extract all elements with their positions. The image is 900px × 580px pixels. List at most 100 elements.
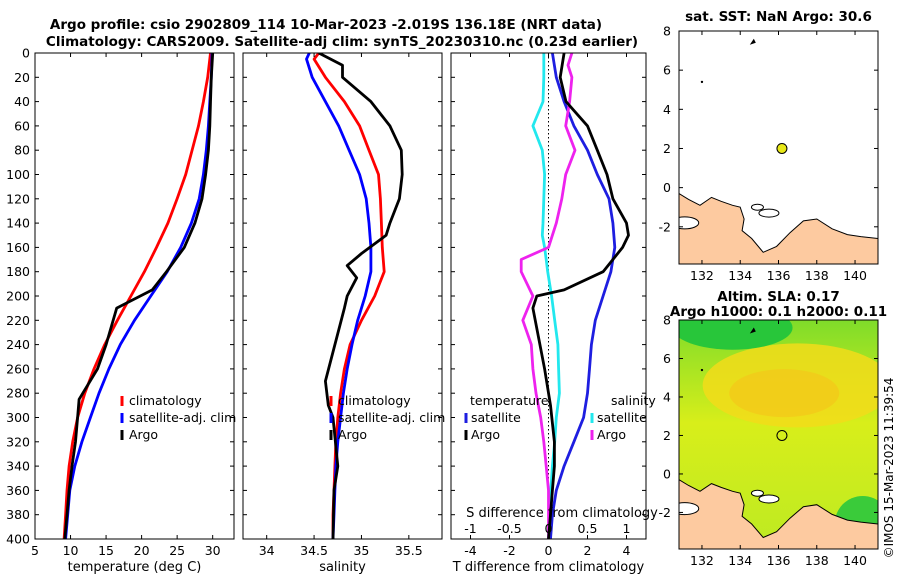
legend-label: satellite-adj. clim [129, 410, 236, 425]
axes-box [34, 52, 235, 540]
map-x-tick-label: 134 [728, 553, 752, 568]
y-tick-label: 300 [6, 410, 30, 425]
axes-box [242, 52, 443, 540]
sla-low-patch [679, 320, 793, 350]
y-tick-label: 200 [6, 289, 30, 304]
land-new-guinea [679, 192, 878, 264]
legend-label: Argo [471, 427, 500, 442]
figure-title-line2: Climatology: CARS2009. Satellite-adj cli… [46, 34, 638, 50]
island-speck [700, 80, 704, 84]
x-tick-label: 2 [584, 543, 592, 558]
legend-label: Argo [338, 427, 367, 442]
series-line-temperature-argo [531, 53, 630, 539]
temperature-panel: 0 20 40 60 80 100 120 140 160 180 200 220 240 260 280 3… [6, 46, 236, 576]
y-tick-label: 100 [6, 167, 30, 182]
x-tick-label: 25 [169, 543, 185, 558]
legend-heading-temperature: temperature [470, 393, 549, 408]
top-x-tick-label: -1 [464, 521, 476, 536]
legend-label: climatology [129, 393, 202, 408]
legend-heading-salinity: salinity [611, 393, 656, 408]
x-tick-label: 20 [134, 543, 150, 558]
legend-label: satellite [597, 410, 647, 425]
y-tick-label: 400 [6, 532, 30, 547]
map-title-line1: Altim. SLA: 0.17 [717, 289, 839, 305]
y-tick-label: 80 [14, 143, 30, 158]
legend-label: climatology [338, 393, 411, 408]
y-tick-label: 340 [6, 459, 30, 474]
map-x-tick-label: 134 [728, 268, 752, 283]
map-y-tick-label: -2 [659, 219, 671, 234]
series-line-climatology [62, 53, 212, 539]
y-tick-label: 160 [6, 240, 30, 255]
series-line-satellite-adj-clim [64, 53, 214, 539]
y-tick-label: 240 [6, 337, 30, 352]
map-y-tick-label: 2 [663, 141, 671, 156]
map-x-tick-label: 132 [690, 268, 714, 283]
y-tick-label: 0 [22, 46, 30, 61]
y-tick-label: 260 [6, 361, 30, 376]
y-tick-label: 60 [14, 118, 30, 133]
top-x-tick-label: 1 [623, 521, 631, 536]
series-line-argo [63, 53, 215, 539]
map-y-tick-label: 2 [663, 428, 671, 443]
legend-label: satellite-adj. clim [338, 410, 445, 425]
map-x-tick-label: 140 [843, 268, 867, 283]
map-x-tick-label: 140 [843, 553, 867, 568]
island-outline [758, 208, 780, 218]
series-group [62, 53, 215, 539]
y-tick-label: 20 [14, 70, 30, 85]
map-y-tick-label: 4 [663, 102, 671, 117]
x-tick-label: 0 [545, 543, 553, 558]
top-x-axis-label: S difference from climatology [466, 506, 658, 521]
map-y-tick-label: 8 [663, 24, 671, 39]
map-y-tick-label: 0 [663, 466, 671, 481]
island-outline [750, 203, 764, 211]
legend-label: Argo [129, 427, 158, 442]
y-tick-label: 380 [6, 507, 30, 522]
top-x-tick-label: 0.5 [578, 521, 598, 536]
y-tick-label: 220 [6, 313, 30, 328]
map-x-tick-label: 138 [805, 268, 829, 283]
map-y-tick-label: 0 [663, 180, 671, 195]
series-group [519, 53, 630, 539]
island-speck [700, 368, 704, 372]
series-line-argo [318, 53, 404, 539]
x-tick-label: 35.5 [395, 543, 423, 558]
series-line-climatology [312, 53, 386, 539]
sla-high-core [729, 369, 840, 418]
top-x-tick-label: -0.5 [497, 521, 521, 536]
series-line-temperature-satellite [549, 53, 617, 539]
x-tick-label: 15 [98, 543, 114, 558]
island-palau [749, 38, 756, 45]
island-palau [749, 327, 756, 334]
map-y-tick-label: 6 [663, 63, 671, 78]
island-outline [750, 489, 764, 497]
series-line-salinity-argo [519, 53, 577, 539]
map-y-tick-label: 4 [663, 389, 671, 404]
salinity-panel: 34 34.5 35 35.5 salinity climatology satellite… [242, 52, 445, 575]
y-tick-label: 180 [6, 264, 30, 279]
map-y-tick-label: -2 [659, 505, 671, 520]
map-x-tick-label: 138 [805, 553, 829, 568]
y-tick-label: 120 [6, 191, 30, 206]
map-x-tick-label: 136 [767, 553, 791, 568]
island-outline [679, 502, 700, 516]
profile-location-marker [776, 142, 788, 154]
y-tick-label: 40 [14, 94, 30, 109]
x-axis-label: T difference from climatology [452, 560, 645, 575]
x-tick-label: 35 [353, 543, 369, 558]
profile-location-marker [776, 429, 788, 441]
island-outline [758, 494, 780, 504]
map-x-tick-label: 136 [767, 268, 791, 283]
series-group [305, 53, 404, 539]
x-tick-label: -4 [464, 543, 477, 558]
sst-map: 132 134 136 138 140 8 6 4 2 0 -2 sat. SST: NaN Argo… [659, 9, 879, 283]
difference-panel: -4 -2 0 2 4 T difference from climatology S di… [450, 52, 658, 575]
x-tick-label: 10 [63, 543, 79, 558]
sla-map: 132 134 136 138 140 8 6 4 2 0 -2 Altim. SLA: 0.17Ar… [659, 289, 888, 568]
x-tick-label: 34 [259, 543, 275, 558]
credit-label: ©IMOS 15-Mar-2023 11:39:54 [882, 378, 896, 559]
x-tick-label: 34.5 [300, 543, 328, 558]
map-title-line2: Argo h1000: 0.1 h2000: 0.11 [670, 304, 887, 320]
